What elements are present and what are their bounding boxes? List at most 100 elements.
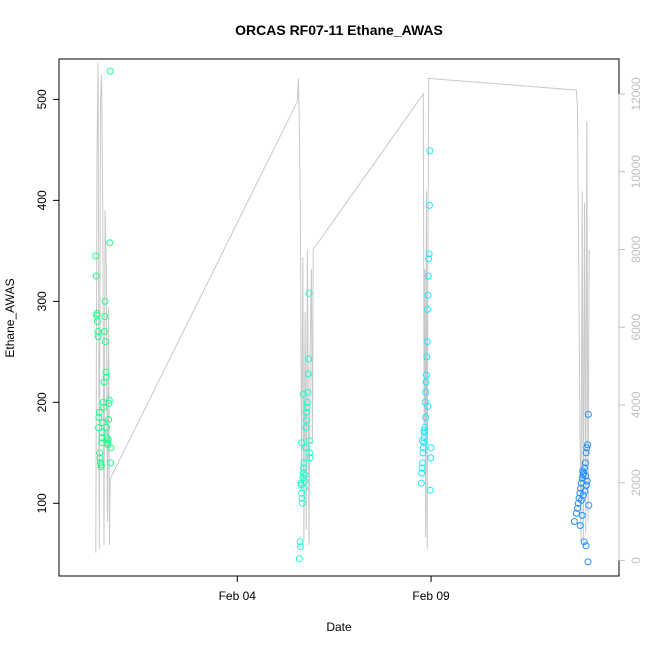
- data-point: [579, 467, 587, 475]
- data-point: [579, 491, 587, 499]
- data-point: [92, 272, 100, 280]
- data-point: [422, 371, 430, 379]
- data-point: [582, 542, 590, 550]
- x-tick-label: Feb 09: [412, 589, 450, 603]
- data-point: [580, 538, 588, 546]
- x-axis-title: Date: [326, 620, 352, 634]
- data-point: [95, 408, 103, 416]
- data-point: [106, 239, 114, 247]
- data-point: [302, 417, 310, 424]
- data-point: [300, 484, 308, 492]
- data-point: [296, 538, 304, 546]
- data-point: [426, 486, 434, 494]
- data-point: [98, 434, 106, 442]
- data-point: [425, 255, 433, 263]
- data-point: [424, 272, 432, 280]
- data-point: [582, 449, 590, 457]
- data-point: [102, 338, 109, 346]
- data-point: [304, 388, 312, 396]
- data-point: [303, 408, 311, 416]
- data-point: [305, 289, 313, 297]
- data-point: [97, 461, 105, 469]
- data-point: [421, 424, 429, 432]
- y2-tick-label: 6000: [629, 314, 643, 341]
- data-point: [301, 471, 309, 479]
- data-point: [576, 522, 584, 529]
- data-point: [302, 444, 309, 452]
- y2-tick-label: 10000: [629, 155, 643, 189]
- data-point: [102, 373, 110, 381]
- y2-tick-label: 4000: [629, 391, 643, 418]
- data-point: [582, 481, 590, 489]
- data-point: [105, 396, 113, 404]
- data-point: [100, 403, 108, 411]
- data-point: [584, 410, 592, 418]
- data-point: [578, 474, 586, 482]
- data-point: [427, 444, 435, 452]
- data-point: [300, 464, 307, 472]
- data-point: [584, 558, 592, 566]
- y2-tick-label: 0: [629, 557, 643, 564]
- data-points: [92, 67, 593, 566]
- data-point: [417, 479, 425, 487]
- data-point: [99, 419, 107, 426]
- chart-title: ORCAS RF07-11 Ethane_AWAS: [235, 22, 443, 38]
- data-point: [581, 459, 589, 467]
- data-point: [422, 388, 430, 396]
- data-point: [299, 390, 307, 398]
- secondary-series-line: [95, 62, 590, 553]
- x-tick-label: Feb 04: [219, 589, 257, 603]
- data-point: [105, 399, 113, 407]
- data-point: [419, 459, 426, 467]
- data-point: [93, 318, 101, 325]
- data-point: [419, 437, 426, 445]
- data-point: [303, 403, 311, 411]
- data-point: [104, 436, 112, 444]
- y-axis-left: 100 200 300 400 500: [35, 89, 60, 513]
- data-point: [93, 310, 101, 317]
- data-point: [582, 472, 590, 480]
- data-point: [424, 305, 432, 313]
- data-point: [425, 250, 433, 258]
- y-tick-label: 100: [35, 493, 49, 513]
- data-point: [298, 439, 306, 447]
- data-point: [303, 398, 311, 406]
- data-point: [95, 424, 102, 432]
- y-axis-right: 0 2000 4000 6000 8000 10000 12000: [618, 77, 643, 564]
- y-tick-label: 200: [35, 392, 49, 412]
- x-axis: Feb 04 Feb 09: [219, 575, 450, 603]
- data-point: [101, 297, 109, 305]
- data-point: [305, 355, 313, 363]
- data-point: [423, 353, 431, 361]
- secondary-series: [95, 62, 590, 553]
- data-point: [105, 416, 113, 423]
- data-point: [583, 477, 591, 485]
- data-point: [95, 414, 103, 421]
- data-point: [298, 494, 306, 502]
- data-point: [423, 338, 431, 346]
- data-point: [300, 459, 308, 467]
- data-point: [100, 328, 108, 336]
- data-point: [422, 378, 430, 386]
- y2-tick-label: 8000: [629, 236, 643, 263]
- y-axis-title: Ethane_AWAS: [3, 278, 17, 357]
- data-point: [298, 499, 306, 507]
- data-point: [574, 504, 581, 512]
- data-point: [102, 368, 110, 376]
- data-point: [306, 454, 314, 462]
- data-point: [583, 444, 591, 452]
- data-point: [584, 441, 592, 449]
- data-point: [302, 424, 310, 432]
- data-point: [427, 454, 435, 462]
- data-point: [98, 429, 106, 437]
- data-point: [305, 437, 313, 445]
- data-point: [424, 291, 432, 299]
- data-point: [296, 543, 304, 551]
- data-point: [578, 511, 586, 519]
- y-tick-label: 400: [35, 190, 49, 210]
- data-point: [106, 67, 114, 75]
- y-tick-label: 300: [35, 291, 49, 311]
- data-point: [299, 469, 307, 477]
- data-point: [96, 449, 104, 457]
